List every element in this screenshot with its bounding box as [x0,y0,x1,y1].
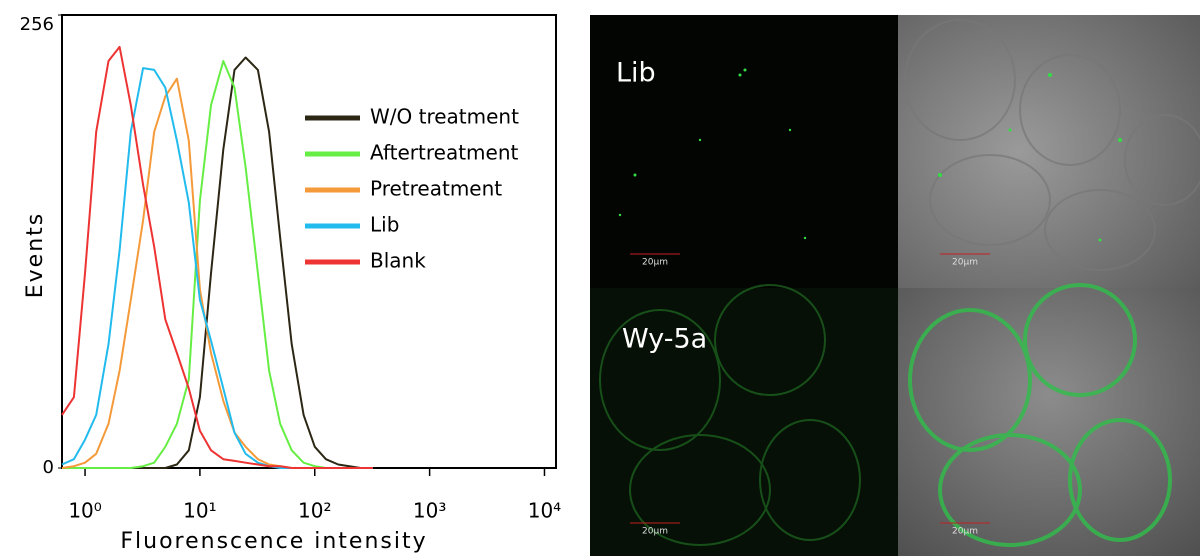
x-tick-label: 10² [298,499,331,523]
scale-bar-label: 20μm [952,527,978,537]
x-tick-label: 10³ [413,499,446,523]
figure: Lib Wy-5a 20μm 20μm 20μm 20μm Fluorensce… [0,0,1200,556]
y-tick-label: 0 [43,457,54,478]
y-axis-label: Events [23,212,48,299]
scale-bar-label: 20μm [642,258,668,268]
series-line [62,79,373,468]
row-label: Wy-5a [622,324,707,355]
series-line [62,68,373,468]
histogram: Fluorenscence intensity Events 0 256 10⁰ 10… [20,14,562,554]
row-label: Lib [616,58,656,89]
x-tick-label: 10⁰ [68,499,101,523]
scale-bar-label: 20μm [952,258,978,268]
x-tick-label: 10⁴ [528,499,561,523]
fluorescence-image [590,15,898,288]
plot-frame [62,15,556,468]
legend-label: Pretreatment [370,177,502,201]
legend-label: W/O treatment [370,105,519,129]
legend-label: Blank [370,249,426,273]
x-tick-label: 10¹ [183,499,216,523]
scale-bar-label: 20μm [642,527,668,537]
y-tick-label: 256 [20,14,54,35]
legend-label: Aftertreatment [370,141,519,165]
merged-image [898,288,1200,556]
series-line [62,47,373,468]
legend-label: Lib [370,213,399,237]
x-axis-label: Fluorenscence intensity [120,529,427,554]
micrograph-panels: Lib Wy-5a 20μm 20μm 20μm 20μm [590,15,1200,556]
